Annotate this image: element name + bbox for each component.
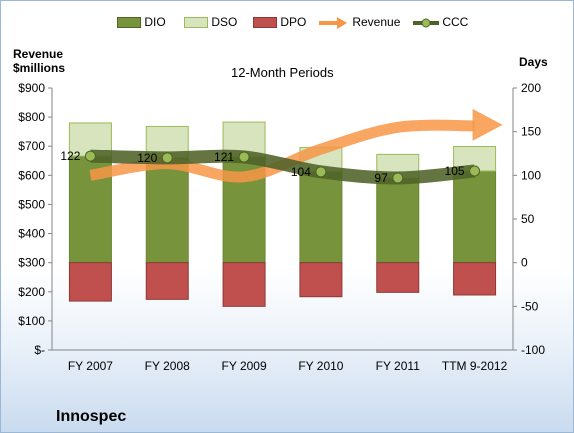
company-name: Innospec [56, 408, 127, 425]
left-axis-title: Revenue $millions [13, 47, 65, 75]
legend-label-dpo: DPO [280, 15, 307, 29]
left-axis-tick-label: $500 [18, 197, 45, 211]
right-axis-tick-label: 0 [521, 256, 528, 270]
bar-dpo [299, 262, 343, 298]
ccc-point [238, 151, 250, 163]
left-axis-tick-label: $300 [18, 256, 45, 270]
right-axis-tick-label: 50 [521, 212, 535, 226]
legend-label-ccc: CCC [442, 15, 469, 29]
left-axis-title-line1: Revenue [13, 47, 64, 61]
right-axis-tick-label: 200 [521, 81, 541, 95]
ccc-data-label: 97 [374, 171, 388, 185]
left-axis-tick-label: $900 [18, 81, 45, 95]
legend-item-dso: DSO [184, 15, 237, 31]
x-axis-category-label: FY 2010 [298, 359, 343, 373]
ccc-data-label: 122 [60, 149, 80, 163]
ccc-data-label: 104 [291, 165, 311, 179]
chart-title: 12-Month Periods [231, 65, 334, 80]
legend-line-marker-icon [413, 18, 439, 28]
legend-label-dso: DSO [211, 15, 238, 29]
ccc-data-label: 120 [137, 151, 157, 165]
legend-item-ccc: CCC [413, 15, 468, 31]
revenue-arrowhead [472, 108, 503, 141]
x-axis-category-label: FY 2011 [376, 359, 421, 373]
right-axis-tick-label: 100 [521, 168, 541, 182]
bar-dio [453, 170, 497, 264]
x-axis-category-label: TTM 9-2012 [442, 359, 508, 373]
right-axis-tick-label: -50 [521, 299, 539, 313]
left-axis-tick-label: $100 [18, 314, 45, 328]
bar-dpo [68, 262, 112, 302]
ccc-point [392, 172, 404, 184]
ccc-point [315, 166, 327, 178]
ccc-point [84, 150, 96, 162]
legend-arrow-icon [319, 16, 347, 29]
ccc-data-label: 105 [445, 164, 465, 178]
left-axis-tick-label: $600 [18, 168, 45, 182]
legend-swatch-dso [184, 17, 208, 29]
legend-swatch-dio [117, 17, 141, 29]
bar-dpo [222, 262, 266, 307]
ccc-point [469, 165, 481, 177]
legend-swatch-dpo [253, 17, 277, 29]
bar-dpo [376, 262, 420, 293]
ccc-data-label: 121 [214, 150, 234, 164]
bar-dpo [145, 262, 189, 300]
bar-dio [376, 177, 420, 264]
x-axis-category-label: FY 2008 [145, 359, 190, 373]
left-axis-tick-label: $- [34, 343, 45, 357]
ccc-line [90, 149, 476, 185]
left-axis-tick-label: $400 [18, 227, 45, 241]
x-axis-category-label: FY 2007 [68, 359, 113, 373]
x-axis-category-label: FY 2009 [222, 359, 267, 373]
left-axis-tick-label: $700 [18, 139, 45, 153]
legend-label-dio: DIO [144, 15, 166, 29]
right-axis-tick-label: -100 [521, 343, 545, 357]
legend-item-dio: DIO [117, 15, 166, 31]
bar-dio [145, 157, 189, 264]
bar-dpo [453, 262, 497, 296]
ccc-point [161, 152, 173, 164]
legend-item-revenue: Revenue [319, 15, 400, 31]
left-axis-tick-label: $800 [18, 110, 45, 124]
right-axis-tick-label: 150 [521, 125, 541, 139]
left-axis-tick-label: $200 [18, 285, 45, 299]
right-axis-title: Days [519, 55, 548, 69]
legend-item-dpo: DPO [253, 15, 306, 31]
left-axis-title-line2: $millions [13, 61, 66, 75]
legend-label-revenue: Revenue [352, 15, 401, 29]
bar-dio [299, 171, 343, 264]
